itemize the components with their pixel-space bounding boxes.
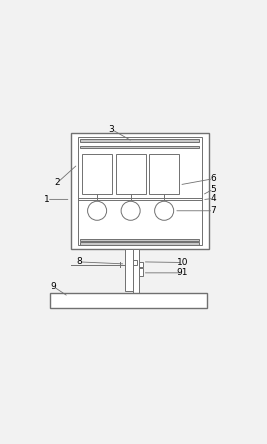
Text: 7: 7 [210, 206, 216, 215]
Bar [78, 137, 202, 245]
Bar [133, 249, 139, 301]
Text: 6: 6 [210, 174, 216, 183]
Bar [139, 262, 143, 267]
Text: 10: 10 [176, 258, 188, 267]
Circle shape [88, 201, 107, 220]
Bar [80, 139, 199, 143]
Text: 91: 91 [176, 268, 188, 278]
Text: 2: 2 [54, 178, 60, 187]
Text: 8: 8 [76, 258, 82, 266]
Bar [133, 261, 137, 265]
Bar [80, 146, 199, 148]
Circle shape [155, 201, 174, 220]
Text: 1: 1 [44, 195, 50, 204]
Text: 3: 3 [108, 124, 114, 134]
Bar [80, 239, 199, 241]
Bar [125, 249, 133, 291]
Text: 9: 9 [50, 282, 56, 291]
Bar [116, 154, 146, 194]
Text: 5: 5 [210, 185, 216, 194]
Bar [80, 242, 199, 245]
Bar [50, 293, 207, 308]
Bar [70, 133, 209, 249]
Circle shape [121, 201, 140, 220]
Bar [149, 154, 179, 194]
Bar [82, 154, 112, 194]
Text: 4: 4 [211, 194, 216, 203]
Bar [139, 268, 143, 276]
